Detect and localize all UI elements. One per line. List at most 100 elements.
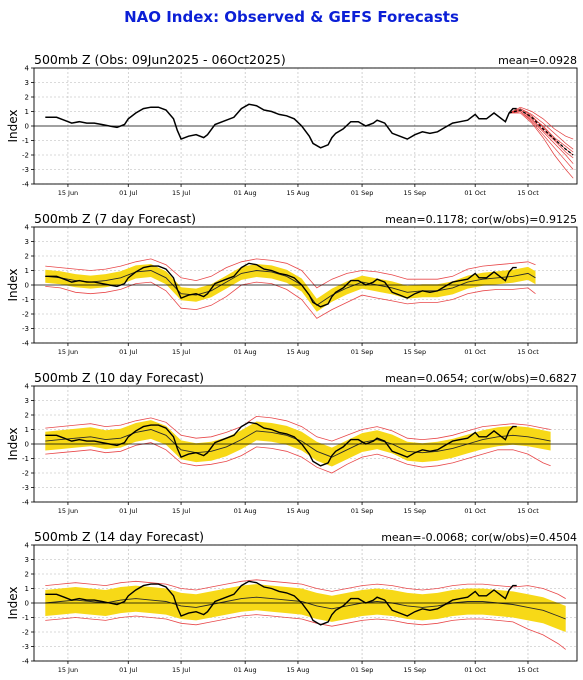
y-tick-label: 2 bbox=[25, 571, 29, 579]
lower-envelope-line bbox=[45, 614, 566, 650]
ensemble-member-line bbox=[508, 106, 574, 140]
x-tick-label: 15 Aug bbox=[286, 507, 309, 515]
y-tick-label: -4 bbox=[22, 499, 30, 507]
y-tick-label: 0 bbox=[25, 441, 29, 449]
panel-title: 500mb Z (Obs: 09Jun2025 - 06Oct2025) bbox=[34, 52, 286, 67]
x-tick-label: 01 Jul bbox=[119, 189, 137, 197]
x-tick-label: 15 Jul bbox=[172, 666, 190, 674]
y-tick-label: 4 bbox=[25, 383, 30, 391]
x-tick-label: 15 Jul bbox=[172, 348, 190, 356]
panel-2: 500mb Z (7 day Forecast) mean=0.1178; cor… bbox=[6, 211, 578, 356]
x-tick-label: 01 Sep bbox=[351, 507, 374, 515]
panel-title: 500mb Z (7 day Forecast) bbox=[34, 211, 196, 226]
y-tick-label: -1 bbox=[22, 614, 29, 622]
x-tick-label: 15 Oct bbox=[517, 666, 539, 674]
x-tick-label: 01 Sep bbox=[351, 189, 374, 197]
x-tick-label: 15 Sep bbox=[404, 507, 427, 515]
panel-stats: mean=-0.0068; cor(w/obs)=0.4504 bbox=[381, 531, 577, 544]
x-tick-label: 01 Jul bbox=[119, 348, 137, 356]
x-tick-label: 01 Aug bbox=[234, 348, 257, 356]
y-tick-label: 1 bbox=[25, 108, 29, 116]
spread-band bbox=[45, 264, 536, 312]
x-tick-label: 01 Jul bbox=[119, 666, 137, 674]
forecast-mean-line bbox=[45, 596, 566, 620]
y-tick-label: -4 bbox=[22, 340, 30, 348]
y-tick-label: -4 bbox=[22, 181, 30, 189]
x-tick-label: 15 Aug bbox=[286, 189, 309, 197]
x-tick-label: 01 Oct bbox=[464, 189, 486, 197]
ensemble-member-line bbox=[509, 111, 574, 164]
ensemble-member-line bbox=[509, 109, 574, 153]
x-tick-label: 15 Oct bbox=[517, 507, 539, 515]
x-tick-label: 01 Oct bbox=[464, 507, 486, 515]
y-tick-label: -3 bbox=[22, 484, 29, 492]
x-tick-label: 15 Jun bbox=[58, 507, 79, 515]
observed-line bbox=[45, 580, 517, 626]
y-tick-label: 4 bbox=[25, 65, 30, 73]
y-tick-label: 1 bbox=[25, 426, 29, 434]
y-tick-label: -2 bbox=[22, 629, 29, 637]
y-tick-label: 3 bbox=[25, 79, 29, 87]
x-tick-label: 15 Jul bbox=[172, 189, 190, 197]
y-tick-label: 3 bbox=[25, 238, 29, 246]
y-tick-label: -1 bbox=[22, 455, 29, 463]
y-tick-label: -1 bbox=[22, 296, 29, 304]
y-tick-label: -3 bbox=[22, 325, 29, 333]
plot-frame bbox=[33, 226, 578, 344]
y-tick-label: -3 bbox=[22, 166, 29, 174]
y-tick-label: -1 bbox=[22, 137, 29, 145]
y-axis-label: Index bbox=[6, 586, 20, 619]
x-tick-label: 01 Sep bbox=[351, 666, 374, 674]
panel-stats: mean=0.0654; cor(w/obs)=0.6827 bbox=[385, 372, 577, 385]
x-tick-label: 01 Aug bbox=[234, 189, 257, 197]
lower-envelope-line bbox=[45, 281, 536, 319]
y-tick-label: 4 bbox=[25, 224, 30, 232]
panel-title: 500mb Z (14 day Forecast) bbox=[34, 529, 204, 544]
x-tick-label: 15 Sep bbox=[404, 189, 427, 197]
y-tick-label: 0 bbox=[25, 123, 29, 131]
spread-band bbox=[45, 420, 551, 467]
x-tick-label: 15 Jun bbox=[58, 666, 79, 674]
ensemble-member-line bbox=[508, 108, 574, 156]
observed-line bbox=[45, 262, 517, 308]
main-title: NAO Index: Observed & GEFS Forecasts bbox=[124, 8, 459, 26]
x-tick-label: 01 Aug bbox=[234, 507, 257, 515]
y-tick-label: 4 bbox=[25, 542, 30, 550]
y-axis-label: Index bbox=[6, 109, 20, 142]
plot-frame bbox=[33, 67, 578, 185]
lower-envelope-line bbox=[45, 442, 551, 474]
ensemble-member-line bbox=[509, 112, 574, 179]
x-tick-label: 01 Oct bbox=[464, 666, 486, 674]
x-tick-label: 15 Jul bbox=[172, 507, 190, 515]
x-tick-label: 15 Aug bbox=[286, 666, 309, 674]
y-tick-label: -2 bbox=[22, 311, 29, 319]
y-tick-label: -2 bbox=[22, 470, 29, 478]
panel-stats: mean=0.0928 bbox=[498, 54, 577, 67]
x-tick-label: 15 Oct bbox=[517, 189, 539, 197]
y-tick-label: 3 bbox=[25, 397, 29, 405]
x-tick-label: 15 Sep bbox=[404, 348, 427, 356]
y-tick-label: 2 bbox=[25, 412, 29, 420]
upper-envelope-line bbox=[45, 258, 536, 289]
panel-4: 500mb Z (14 day Forecast) mean=-0.0068; c… bbox=[6, 529, 578, 674]
panel-title: 500mb Z (10 day Forecast) bbox=[34, 370, 204, 385]
x-tick-label: 15 Aug bbox=[286, 348, 309, 356]
x-tick-label: 01 Jul bbox=[119, 507, 137, 515]
y-tick-label: 3 bbox=[25, 556, 29, 564]
plot-frame bbox=[33, 385, 578, 503]
y-axis-label: Index bbox=[6, 427, 20, 460]
x-tick-label: 15 Oct bbox=[517, 348, 539, 356]
y-tick-label: -3 bbox=[22, 643, 29, 651]
panel-1: 500mb Z (Obs: 09Jun2025 - 06Oct2025) mean… bbox=[6, 52, 578, 197]
observed-line bbox=[45, 103, 517, 149]
x-tick-label: 01 Sep bbox=[351, 348, 374, 356]
y-tick-label: -4 bbox=[22, 658, 30, 666]
panel-3: 500mb Z (10 day Forecast) mean=0.0654; co… bbox=[6, 370, 578, 515]
plot-frame bbox=[33, 544, 578, 662]
y-tick-label: 0 bbox=[25, 600, 29, 608]
upper-envelope-line bbox=[45, 579, 566, 599]
x-tick-label: 15 Sep bbox=[404, 666, 427, 674]
x-tick-label: 15 Jun bbox=[58, 189, 79, 197]
y-tick-label: 1 bbox=[25, 585, 29, 593]
y-tick-label: 0 bbox=[25, 282, 29, 290]
